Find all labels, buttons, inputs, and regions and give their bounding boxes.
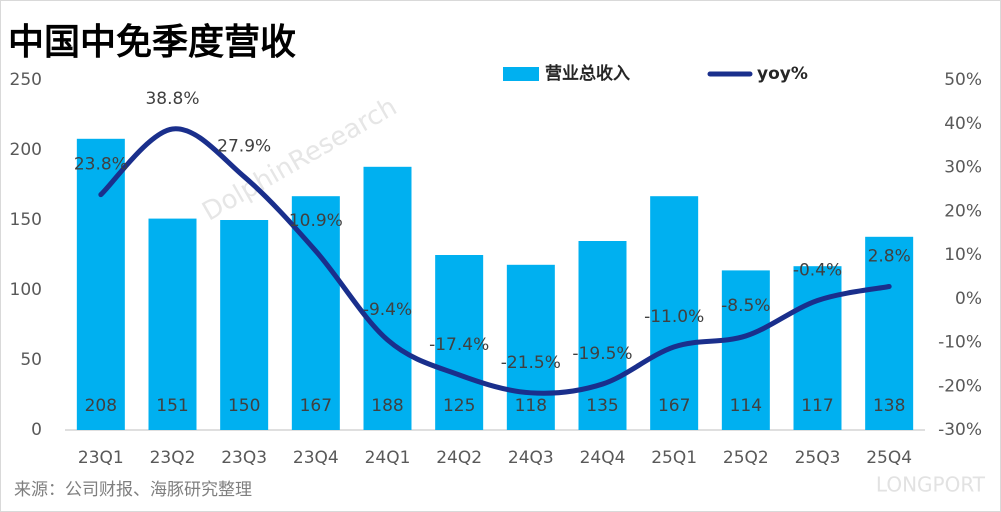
bar [721, 270, 770, 430]
line-value-label: 27.9% [217, 137, 271, 157]
line-value-label: 23.8% [74, 155, 128, 175]
bar-value-label: 135 [586, 396, 618, 416]
watermark: LONGPORT [876, 473, 986, 497]
bar [650, 196, 699, 430]
bar [793, 266, 842, 430]
bar-value-label: 150 [228, 396, 260, 416]
line-value-label: -11.0% [644, 307, 704, 327]
x-tick-label: 25Q4 [866, 448, 912, 468]
bar [76, 138, 125, 431]
legend-label: 营业总收入 [545, 63, 630, 84]
x-tick-label: 23Q3 [221, 448, 267, 468]
y2-tick-label: -10% [938, 333, 982, 353]
bar-value-label: 208 [85, 396, 117, 416]
y-tick-label: 200 [10, 140, 42, 160]
y-tick-label: 100 [10, 280, 42, 300]
x-tick-label: 24Q3 [508, 448, 554, 468]
y2-tick-label: 50% [944, 70, 982, 90]
y-tick-label: 250 [10, 70, 42, 90]
x-tick-label: 25Q1 [651, 448, 697, 468]
bar [506, 264, 555, 430]
bar-value-label: 167 [658, 396, 690, 416]
bar [220, 220, 269, 430]
source-note: 来源：公司财报、海豚研究整理 [14, 480, 252, 500]
bar-value-label: 118 [515, 396, 547, 416]
bar-value-label: 125 [443, 396, 475, 416]
bar [148, 218, 197, 430]
x-tick-label: 23Q2 [150, 448, 196, 468]
legend-label: yoy% [757, 64, 808, 84]
bar-value-label: 151 [156, 396, 188, 416]
line-value-label: -21.5% [501, 353, 561, 373]
y2-tick-label: 20% [944, 201, 982, 221]
line-value-label: -0.4% [793, 261, 842, 281]
line-value-label: -8.5% [721, 296, 770, 316]
x-tick-label: 24Q2 [436, 448, 482, 468]
x-tick-label: 23Q1 [78, 448, 124, 468]
x-tick-label: 25Q3 [795, 448, 841, 468]
x-tick-label: 24Q1 [365, 448, 411, 468]
y2-tick-label: 30% [944, 158, 982, 178]
x-tick-label: 25Q2 [723, 448, 769, 468]
line-value-label: 10.9% [289, 211, 343, 231]
x-tick-label: 23Q4 [293, 448, 339, 468]
y2-tick-label: -20% [938, 376, 982, 396]
line-value-label: 38.8% [145, 89, 199, 109]
bar-value-label: 167 [300, 396, 332, 416]
legend-swatch [503, 67, 539, 81]
line [98, 126, 892, 396]
bar [435, 255, 484, 430]
y2-tick-label: 0% [955, 289, 982, 309]
bar-value-label: 117 [801, 396, 833, 416]
bar [865, 236, 914, 430]
y-tick-label: 150 [10, 210, 42, 230]
bar [363, 166, 412, 431]
y2-tick-label: 10% [944, 245, 982, 265]
y2-tick-label: 40% [944, 114, 982, 134]
bar-value-label: 114 [730, 396, 762, 416]
line-value-label: -17.4% [429, 335, 489, 355]
bar-value-label: 138 [873, 396, 905, 416]
y-tick-label: 50 [20, 350, 42, 370]
chart-title: 中国中免季度营收 [8, 22, 296, 63]
y-tick-label: 0 [31, 420, 42, 440]
line-value-label: -19.5% [572, 344, 632, 364]
line-value-label: -9.4% [363, 300, 412, 320]
bar-value-label: 188 [371, 396, 403, 416]
y2-tick-label: -30% [938, 420, 982, 440]
line-value-label: 2.8% [868, 247, 911, 267]
x-tick-label: 24Q4 [580, 448, 626, 468]
bar [578, 241, 627, 430]
